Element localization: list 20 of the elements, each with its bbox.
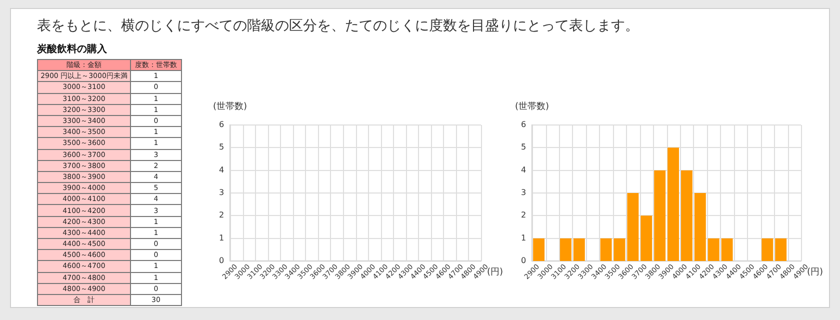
text: 炭酸飲料の購入 [37,42,107,56]
y-tick-label: 2 [218,210,224,220]
text: 表をもとに、横のじくにすべての階級の区分を、たてのじくに度数を目盛りにとって表します。 [37,17,639,35]
y-tick-label: 4 [218,165,224,174]
x-axis-title: (円) [807,267,824,278]
y-tick-label: 4 [520,165,526,174]
y-tick-label: 3 [218,188,224,198]
y-tick-label: 0 [218,256,224,266]
y-tick-label: 1 [218,233,224,242]
y-tick-label: 6 [520,120,526,130]
y-axis-title: (世帯数) [213,100,248,112]
y-tick-label: 6 [218,120,224,130]
y-tick-label: 3 [520,188,526,198]
y-tick-label: 5 [218,142,224,152]
x-axis-title: (円) [487,267,504,278]
y-tick-label: 1 [520,233,526,242]
y-axis-title: (世帯数) [515,100,550,112]
y-tick-label: 0 [520,256,526,266]
y-tick-label: 2 [520,210,526,220]
y-tick-label: 5 [520,142,526,152]
